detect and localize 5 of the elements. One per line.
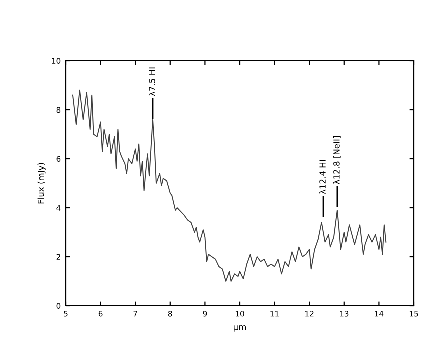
annotation: λ7.5 HI — [148, 68, 156, 96]
annotation: λ12.8 [NeII] — [333, 136, 341, 184]
y-axis-title: Flux (mJy) — [38, 163, 46, 204]
x-axis-title: μm — [234, 325, 246, 332]
annotation: λ12.4 HI — [319, 160, 326, 194]
